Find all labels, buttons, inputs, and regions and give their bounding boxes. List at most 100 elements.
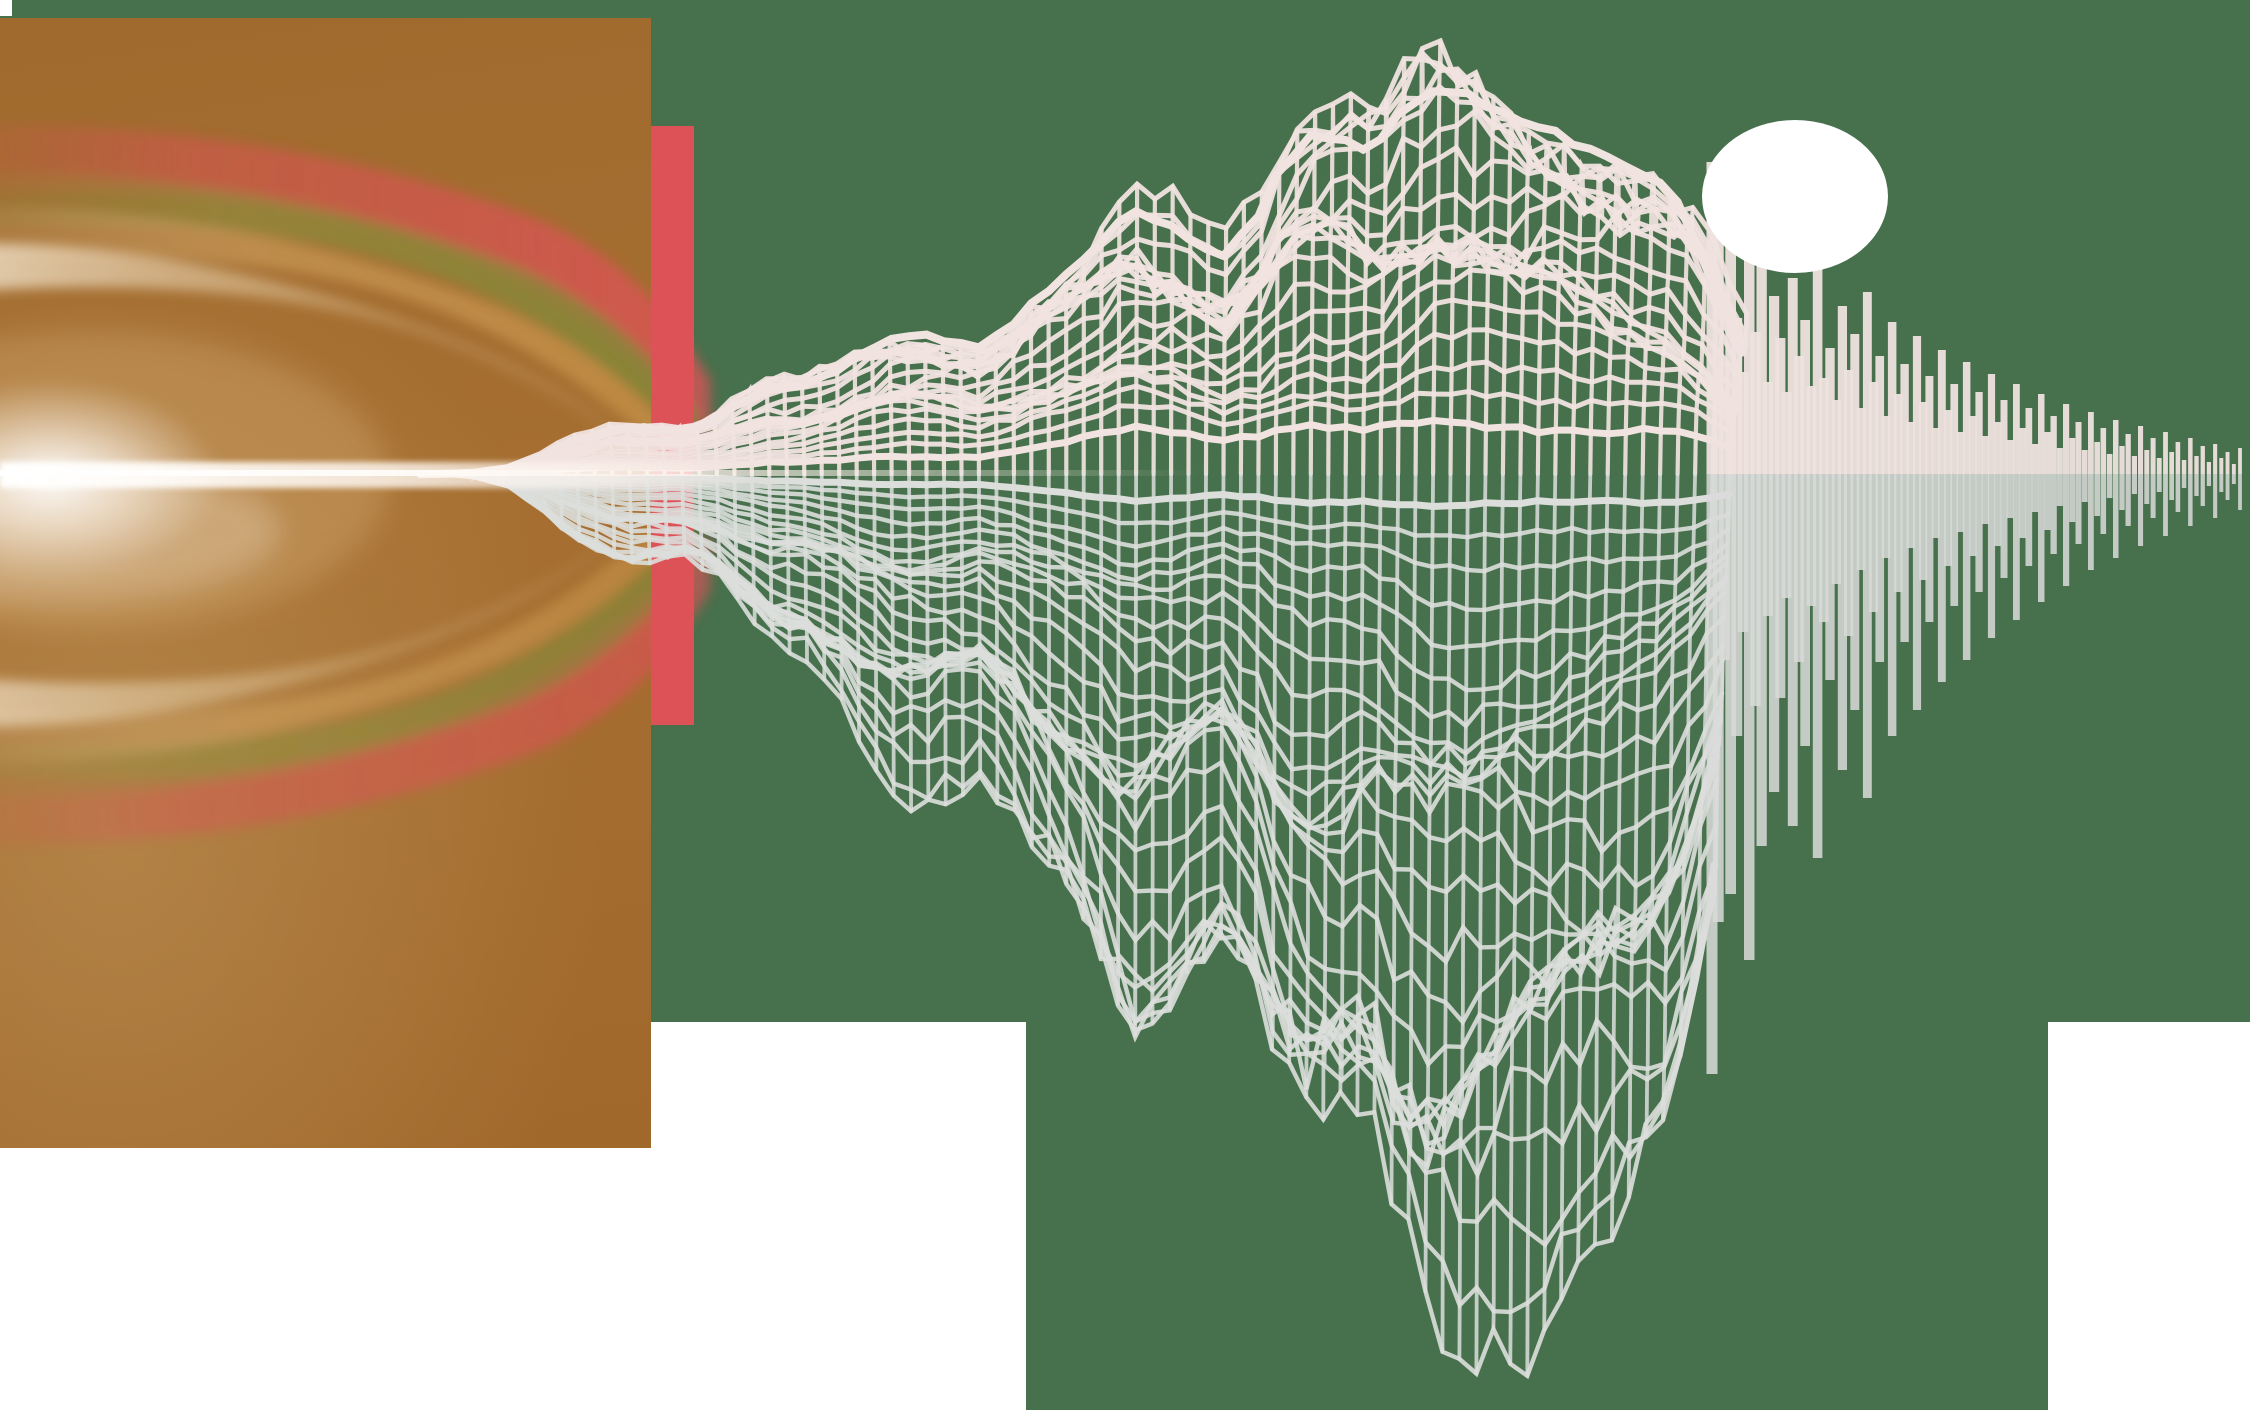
- impulse-bar-down: [2238, 474, 2242, 510]
- impulse-bar-up: [1762, 382, 1773, 474]
- impulse-bar-down: [1906, 474, 1915, 548]
- impulse-bar-down: [1850, 474, 1860, 710]
- impulse-bar-down: [1787, 474, 1798, 826]
- impulse-bar-up: [1919, 402, 1928, 474]
- impulse-bar-up: [1956, 432, 1965, 474]
- impulse-bar-up: [2019, 428, 2026, 474]
- impulse-bar-up: [1781, 392, 1792, 474]
- impulse-bar-down: [1794, 474, 1804, 662]
- impulse-bar-up: [1894, 394, 1903, 474]
- impulse-bar-up: [1812, 260, 1823, 474]
- impulse-bar-down: [1744, 474, 1755, 960]
- impulse-bar-up: [1987, 374, 1996, 474]
- impulse-bar-up: [1962, 362, 1971, 474]
- impulse-bar-down: [1737, 474, 1749, 632]
- impulse-bar-down: [2181, 474, 2187, 488]
- impulse-bar-up: [2181, 460, 2187, 474]
- impulse-bar-down: [2144, 474, 2150, 504]
- impulse-bar-up: [2100, 428, 2107, 474]
- impulse-bar-down: [1706, 474, 1718, 1074]
- impulse-bar-up: [1881, 416, 1891, 474]
- impulse-bar-down: [2200, 474, 2205, 506]
- impulse-bar-up: [2150, 438, 2156, 474]
- impulse-bar-down: [2038, 474, 2045, 602]
- impulse-bar-up: [1806, 386, 1817, 474]
- impulse-bar-down: [1994, 474, 2002, 546]
- impulse-bar-up: [1825, 348, 1835, 474]
- impulse-bar-down: [1981, 474, 1989, 524]
- impulse-bar-down: [1962, 474, 1971, 660]
- impulse-bar-up: [2238, 448, 2242, 474]
- impulse-bar-up: [1837, 306, 1847, 474]
- impulse-bar-up: [1912, 336, 1922, 474]
- impulse-bar-down: [2000, 474, 2008, 578]
- impulse-bar-up: [2206, 462, 2211, 474]
- impulse-bar-up: [2225, 452, 2230, 474]
- impulse-bar-up: [1719, 362, 1730, 474]
- impulse-bar-up: [2219, 458, 2224, 474]
- impulse-bar-up: [2006, 440, 2014, 474]
- impulse-bar-up: [1800, 320, 1810, 474]
- impulse-bar-down: [1856, 474, 1866, 570]
- impulse-bar-down: [1725, 474, 1736, 894]
- impulse-bar-up: [1856, 408, 1866, 474]
- impulse-bar-down: [2119, 474, 2125, 510]
- impulse-bar-up: [1862, 292, 1872, 474]
- impulse-bar-up: [2188, 438, 2193, 474]
- impulse-bar-down: [1987, 474, 1996, 638]
- impulse-bar-up: [1969, 416, 1977, 474]
- impulse-bar-down: [2013, 474, 2020, 620]
- impulse-bar-up: [1725, 242, 1736, 474]
- impulse-bar-down: [1775, 474, 1786, 698]
- impulse-bar-down: [1950, 474, 1959, 606]
- impulse-bar-down: [2125, 474, 2131, 526]
- impulse-bar-up: [2144, 450, 2150, 474]
- impulse-bar-up: [2050, 416, 2057, 474]
- impulse-bar-down: [1944, 474, 1952, 566]
- impulse-bar-down: [2031, 474, 2039, 512]
- impulse-bar-up: [1850, 334, 1860, 474]
- impulse-bar-down: [2169, 474, 2174, 500]
- impulse-bar-up: [2000, 400, 2008, 474]
- impulse-bar-down: [2131, 474, 2137, 494]
- impulse-bar-down: [1875, 474, 1885, 662]
- impulse-bar-up: [2044, 432, 2051, 474]
- impulse-bar-down: [2138, 474, 2144, 546]
- impulse-bar-down: [1894, 474, 1903, 592]
- white-panel-left: [0, 1148, 1026, 1410]
- impulse-bar-down: [1806, 474, 1817, 606]
- impulse-bar-down: [2019, 474, 2026, 538]
- impulse-bar-up: [1769, 296, 1780, 474]
- impulse-bar-down: [2213, 474, 2218, 518]
- impulse-bar-down: [1831, 474, 1841, 584]
- impulse-bar-down: [1937, 474, 1946, 682]
- impulse-bar-up: [1981, 436, 1989, 474]
- impulse-bar-up: [1925, 376, 1934, 474]
- impulse-bar-down: [1900, 474, 1909, 642]
- impulse-bar-up: [1712, 228, 1724, 474]
- impulse-bar-down: [1781, 474, 1792, 598]
- impulse-bar-down: [1750, 474, 1761, 706]
- impulse-bar-up: [2194, 456, 2199, 474]
- impulse-bar-up: [1931, 428, 1940, 474]
- impulse-bar-down: [1956, 474, 1965, 532]
- horizon-core-line: [0, 470, 1200, 476]
- impulse-bar-down: [1731, 474, 1743, 736]
- impulse-bar-up: [2031, 444, 2039, 474]
- impulse-bar-up: [1900, 364, 1909, 474]
- white-panel-right: [2048, 1022, 2250, 1410]
- impulse-bar-up: [1787, 278, 1798, 474]
- impulse-bar-up: [1819, 378, 1829, 474]
- impulse-bar-up: [2119, 446, 2125, 474]
- impulse-bar-down: [2206, 474, 2211, 486]
- impulse-bar-up: [2156, 458, 2162, 474]
- impulse-bar-up: [2075, 422, 2082, 474]
- impulse-bar-down: [1887, 474, 1897, 736]
- impulse-bar-up: [2056, 448, 2063, 474]
- impulse-bar-up: [2106, 454, 2113, 474]
- impulse-bar-down: [1712, 474, 1724, 922]
- impulse-bar-up: [1906, 422, 1915, 474]
- impulse-bar-down: [1862, 474, 1872, 798]
- impulse-bar-down: [1812, 474, 1823, 858]
